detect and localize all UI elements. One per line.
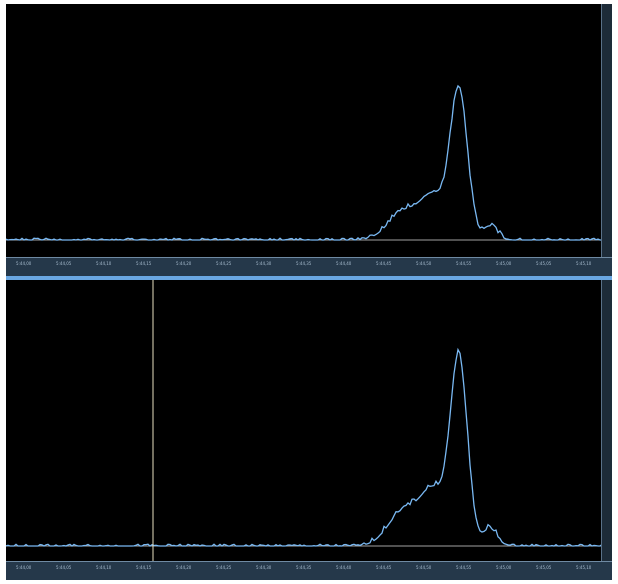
timeline-tick-label: 5:44,35 — [296, 261, 312, 266]
timeline-tick-label: 5:44,00 — [16, 565, 32, 570]
timeline-tick-label: 5:44,05 — [56, 565, 72, 570]
waveform-plot-bottom[interactable] — [6, 280, 602, 562]
timeline-tick-label: 5:44,30 — [256, 565, 272, 570]
timeline-tick-label: 5:45,00 — [496, 565, 512, 570]
timeline-tick-label: 5:44,00 — [16, 261, 32, 266]
timeline-tick-label: 5:44,20 — [176, 261, 192, 266]
timeline-tick-label: 5:45,05 — [536, 261, 552, 266]
timeline-tick-label: 5:44,50 — [416, 565, 432, 570]
timeline-tick-label: 5:45,10 — [576, 261, 592, 266]
waveform-pane-bottom[interactable]: 5:44,00 5:44,05 5:44,10 5:44,15 5:44,20 5:44,… — [6, 280, 612, 580]
waveform-plot-top[interactable] — [6, 4, 602, 258]
audio-editor-window: 5:44,00 5:44,05 5:44,10 5:44,15 5:44,20 5:44,… — [6, 4, 612, 580]
pane-divider[interactable] — [6, 276, 612, 280]
timeline-tick-label: 5:44,55 — [456, 261, 472, 266]
timeline-tick-label: 5:44,15 — [136, 261, 152, 266]
amplitude-ruler-bottom — [601, 280, 612, 562]
timeline-tick-label: 5:44,20 — [176, 565, 192, 570]
timeline-ruler-top[interactable]: 5:44,00 5:44,05 5:44,10 5:44,15 5:44,20 5:44,… — [6, 257, 612, 276]
timeline-tick-label: 5:44,15 — [136, 565, 152, 570]
timeline-tick-label: 5:44,05 — [56, 261, 72, 266]
timeline-tick-label: 5:45,00 — [496, 261, 512, 266]
waveform-pane-top[interactable]: 5:44,00 5:44,05 5:44,10 5:44,15 5:44,20 5:44,… — [6, 4, 612, 276]
timeline-tick-label: 5:44,55 — [456, 565, 472, 570]
timeline-tick-label: 5:44,40 — [336, 565, 352, 570]
timeline-tick-label: 5:45,05 — [536, 565, 552, 570]
timeline-tick-label: 5:44,25 — [216, 565, 232, 570]
waveform-line — [6, 347, 602, 547]
timeline-tick-label: 5:44,25 — [216, 261, 232, 266]
waveform-line — [6, 84, 602, 241]
timeline-tick-label: 5:44,30 — [256, 261, 272, 266]
timeline-tick-label: 5:44,40 — [336, 261, 352, 266]
timeline-ruler-bottom[interactable]: 5:44,00 5:44,05 5:44,10 5:44,15 5:44,20 5:44,… — [6, 561, 612, 580]
timeline-tick-label: 5:44,45 — [376, 565, 392, 570]
timeline-tick-label: 5:44,10 — [96, 565, 112, 570]
timeline-tick-label: 5:44,45 — [376, 261, 392, 266]
timeline-tick-label: 5:45,10 — [576, 565, 592, 570]
timeline-tick-label: 5:44,50 — [416, 261, 432, 266]
timeline-tick-label: 5:44,35 — [296, 565, 312, 570]
timeline-tick-label: 5:44,10 — [96, 261, 112, 266]
amplitude-ruler-top — [601, 4, 612, 258]
